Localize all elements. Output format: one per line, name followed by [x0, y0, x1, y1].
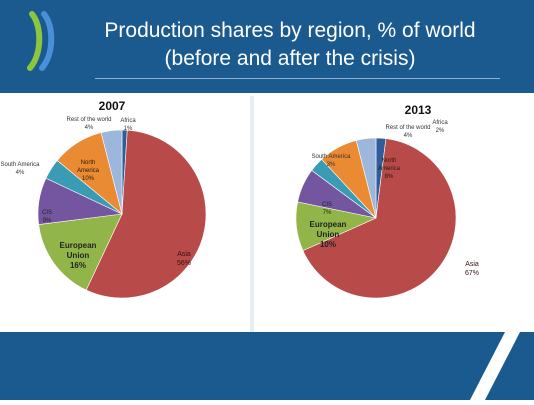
pie-slice-rest-of-the-world: [355, 137, 377, 219]
slice-label-africa: Africa 1%: [120, 118, 136, 132]
slide-footer: [0, 332, 534, 400]
pie-slice-asia: [85, 129, 207, 299]
pie-slice-asia: [302, 138, 457, 299]
slice-label-rest-of-the-world: Rest of the world 4%: [385, 125, 430, 139]
footer-accent: [470, 332, 520, 400]
slide-subtitle: (before and after the crisis): [164, 47, 416, 70]
panel-divider: [250, 96, 254, 332]
slice-label-rest-of-the-world: Rest of the world 4%: [66, 117, 111, 131]
slice-label-asia: Asia 56%: [177, 251, 191, 267]
slice-label-africa: Africa 2%: [432, 120, 448, 134]
slice-label-south-america: South America 3%: [311, 154, 351, 168]
pie-slice-european-union: [38, 213, 123, 291]
slice-label-cis: CIS 7%: [322, 202, 332, 216]
slice-label-north-america: North America 10%: [77, 160, 100, 182]
chart-panel-2013: 2013 Africa 2% Asia 67% European Union 10% CIS 7%…: [256, 96, 526, 332]
slice-label-north-america: North America 8%: [378, 158, 401, 180]
oecd-logo-icon: [27, 11, 55, 71]
slice-label-cis: CIS 9%: [42, 210, 52, 224]
pie-chart-2007: 2007 Africa 1% Asia 56% European Union 16% CIS 9%…: [0, 99, 207, 299]
slice-label-european-union: European Union 16%: [60, 241, 97, 270]
slide-title: Production shares by region, % of world: [104, 19, 476, 42]
header-divider: [95, 78, 500, 79]
slice-label-european-union: European Union 10%: [310, 220, 347, 249]
slice-label-asia: Asia 67%: [465, 261, 479, 277]
pie-slice-rest-of-the-world: [100, 129, 123, 215]
chart-panel-2007: 2007 Africa 1% Asia 56% European Union 16% CIS 9%…: [0, 96, 248, 332]
chart-title: 2013: [405, 103, 432, 117]
slide-header: Production shares by region, % of world …: [0, 0, 534, 93]
chart-title: 2007: [99, 99, 126, 113]
slice-label-south-america: South America 4%: [0, 162, 40, 176]
